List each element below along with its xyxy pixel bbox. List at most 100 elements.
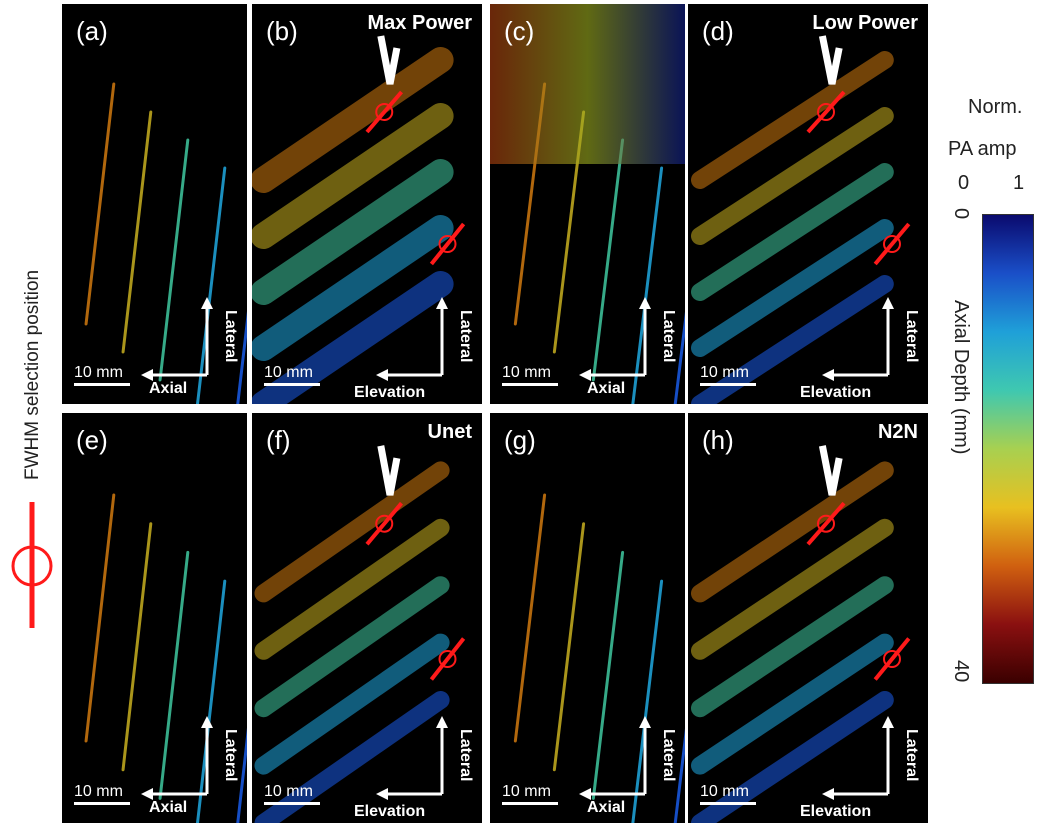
orientation-axes: Elevation Lateral <box>354 714 474 820</box>
panel-f: (f) Unet 10 mm Elevation Lateral <box>252 413 482 823</box>
vessel-band <box>252 47 454 193</box>
vessel-band <box>254 576 450 718</box>
scale-bar: 10 mm <box>502 783 572 805</box>
panel-b: (b) Max Power 10 mm Elevation Lateral <box>252 4 482 404</box>
vessel-band <box>252 103 454 249</box>
vessel-line <box>631 166 664 404</box>
panel-title: Max Power <box>367 12 472 34</box>
vessel-line <box>236 727 247 823</box>
vessel-line <box>673 728 685 823</box>
axes-arrow-icon <box>141 716 213 800</box>
orientation-axes: Elevation Lateral <box>800 714 920 820</box>
panel-a: (a) 10 mm Axial Lateral <box>62 4 247 404</box>
orientation-axes: Elevation Lateral <box>800 295 920 401</box>
scale-bar: 10 mm <box>264 364 334 386</box>
vessel-line <box>513 493 547 743</box>
axes-arrow-icon <box>822 297 894 381</box>
axes-arrow-icon <box>376 716 448 800</box>
colorbar-gradient <box>982 214 1034 684</box>
photoacoustic-image <box>252 35 466 404</box>
vessel-band <box>691 633 894 775</box>
panel-d: (d) Low Power 10 mm Elevation Lateral <box>688 4 928 404</box>
arrow-icon <box>818 35 843 85</box>
panel-g: (g) 10 mm Axial Lateral <box>490 413 685 823</box>
vessel-band <box>254 518 450 660</box>
orientation-axes: Axial Lateral <box>129 295 239 400</box>
vessel-line <box>196 579 227 823</box>
vessel-line <box>631 579 664 823</box>
vessel-line <box>591 138 625 382</box>
colorbar-title-line2: PA amp <box>948 138 1017 160</box>
panel-label: (f) <box>266 425 291 455</box>
vessel-line <box>552 522 586 772</box>
vessel-band <box>691 219 894 357</box>
vessel-line <box>196 166 227 404</box>
panel-title: Low Power <box>812 12 918 34</box>
depth-bottom: 40 <box>950 660 972 683</box>
fwhm-marker <box>365 90 404 134</box>
v-axis-label: Lateral <box>457 309 474 362</box>
v-axis-label: Lateral <box>457 728 474 781</box>
fwhm-marker <box>806 90 846 134</box>
vessel-band <box>254 633 450 775</box>
fwhm-legend-label: FWHM selection position <box>22 269 43 480</box>
axes-arrow-icon <box>376 297 448 381</box>
vessel-band <box>691 51 894 189</box>
arrow-icon <box>818 445 843 496</box>
panel-label: (c) <box>504 16 535 46</box>
arrow-icon <box>377 35 401 85</box>
v-axis-label: Lateral <box>660 309 677 362</box>
h-axis-label: Elevation <box>800 803 872 820</box>
scale-bar: 10 mm <box>700 364 770 386</box>
photoacoustic-image <box>84 82 247 404</box>
fwhm-marker <box>429 222 466 266</box>
photoacoustic-image <box>84 493 247 823</box>
photoacoustic-image <box>254 445 466 823</box>
vessel-band <box>691 461 894 603</box>
vessel-band <box>252 159 454 305</box>
v-axis-label: Lateral <box>903 309 920 362</box>
vessel-band <box>254 461 450 603</box>
vessel-line <box>591 550 625 800</box>
h-axis-label: Elevation <box>354 384 426 401</box>
fwhm-marker <box>429 637 466 681</box>
orientation-axes: Axial Lateral <box>567 714 677 819</box>
fwhm-marker <box>806 501 846 546</box>
amp-max: 1 <box>1013 172 1025 194</box>
scale-bar: 10 mm <box>700 783 770 805</box>
vessel-band <box>691 107 894 245</box>
arrow-icon <box>377 445 401 496</box>
orientation-axes: Axial Lateral <box>567 295 677 400</box>
scale-bar: 10 mm <box>74 783 144 805</box>
panel-e: (e) 10 mm Axial Lateral <box>62 413 247 823</box>
panel-h: (h) N2N 10 mm Elevation Lateral <box>688 413 928 823</box>
vessel-line <box>84 82 116 326</box>
axes-arrow-icon <box>141 297 213 381</box>
axes-arrow-icon <box>822 716 894 800</box>
vessel-line <box>158 550 190 800</box>
depth-top: 0 <box>950 208 972 220</box>
fwhm-marker-icon <box>11 502 53 628</box>
h-axis-label: Elevation <box>354 803 426 820</box>
scale-bar: 10 mm <box>264 783 334 805</box>
vessel-line <box>121 110 153 354</box>
colorbar-axis-label: Axial Depth (mm) <box>950 300 972 455</box>
axes-arrow-icon <box>579 716 651 800</box>
panel-label: (b) <box>266 16 298 46</box>
h-axis-label: Elevation <box>800 384 872 401</box>
fwhm-legend: FWHM selection position <box>0 180 60 640</box>
vessel-band <box>691 518 894 660</box>
panel-label: (a) <box>76 16 108 46</box>
panel-label: (e) <box>76 425 108 455</box>
colorbar-title-line1: Norm. <box>968 96 1023 118</box>
vessel-band <box>691 163 894 301</box>
panel-label: (h) <box>702 425 734 455</box>
v-axis-label: Lateral <box>222 728 239 781</box>
scale-bar: 10 mm <box>74 364 144 386</box>
vessel-line <box>673 311 685 404</box>
axes-arrow-icon <box>579 297 651 381</box>
panel-label: (d) <box>702 16 734 46</box>
fwhm-marker <box>873 222 911 266</box>
panel-title: Unet <box>427 421 472 443</box>
v-axis-label: Lateral <box>222 309 239 362</box>
